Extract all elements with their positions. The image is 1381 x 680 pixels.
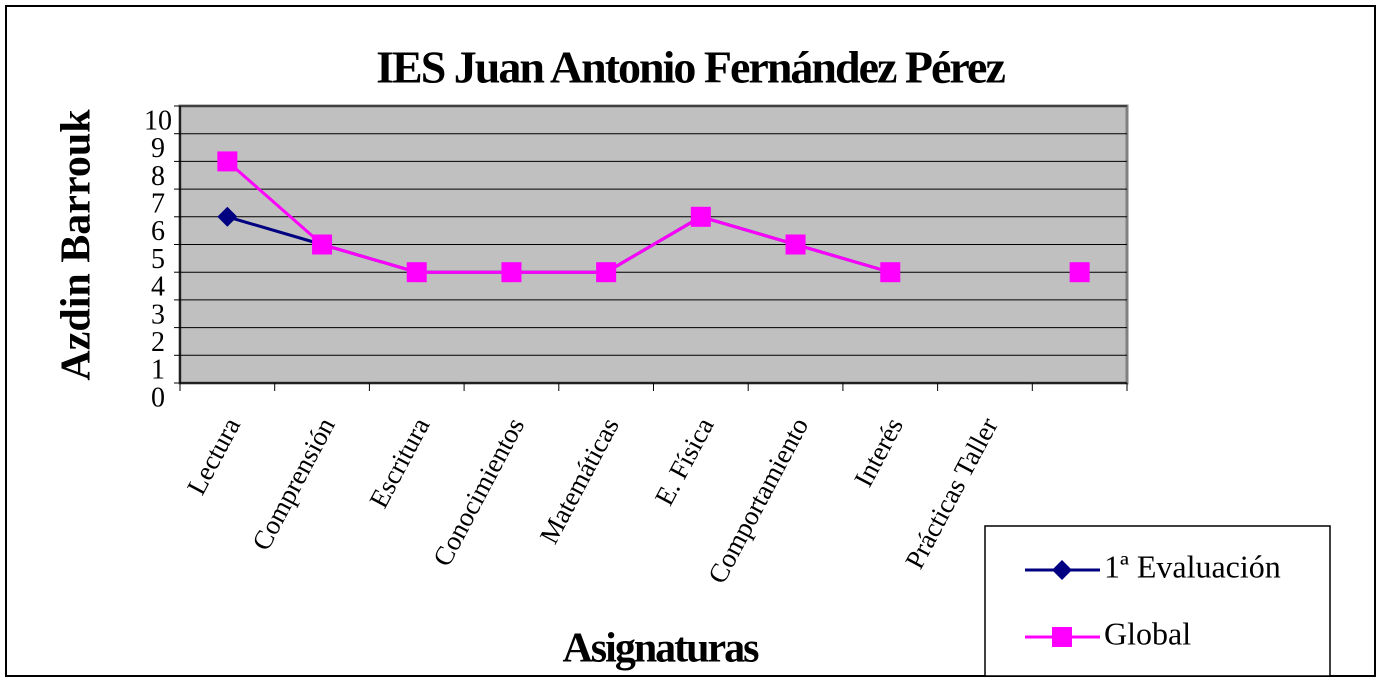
marker bbox=[217, 206, 238, 227]
y-tick-label: 10 bbox=[144, 105, 172, 136]
marker bbox=[501, 262, 522, 283]
y-tick-label: 7 bbox=[151, 189, 165, 220]
y-tick-label: 2 bbox=[151, 327, 165, 358]
y-tick-label: 5 bbox=[151, 244, 165, 275]
marker bbox=[690, 206, 711, 227]
marker bbox=[880, 262, 901, 283]
y-axis-label: Azdin Barrouk bbox=[54, 109, 100, 381]
marker bbox=[1052, 560, 1072, 580]
chart-title: IES Juan Antonio Fernández Pérez bbox=[376, 42, 1005, 93]
legend-label: 1ª Evaluación bbox=[1104, 548, 1281, 584]
y-tick-label: 9 bbox=[151, 133, 165, 164]
marker bbox=[1052, 627, 1072, 647]
y-tick-label: 4 bbox=[151, 272, 165, 303]
marker bbox=[785, 234, 806, 255]
marker bbox=[217, 151, 238, 172]
marker bbox=[312, 234, 333, 255]
marker bbox=[1069, 262, 1090, 283]
y-tick-label: 3 bbox=[151, 299, 165, 330]
legend-box bbox=[984, 525, 1331, 677]
x-axis-label: Asignaturas bbox=[562, 626, 759, 672]
y-tick-label: 1 bbox=[151, 355, 165, 386]
y-tick-label: 6 bbox=[151, 216, 165, 247]
legend-label: Global bbox=[1104, 615, 1191, 651]
marker bbox=[406, 262, 427, 283]
y-tick-label: 0 bbox=[151, 382, 165, 413]
y-tick-label: 8 bbox=[151, 161, 165, 192]
marker bbox=[596, 262, 617, 283]
